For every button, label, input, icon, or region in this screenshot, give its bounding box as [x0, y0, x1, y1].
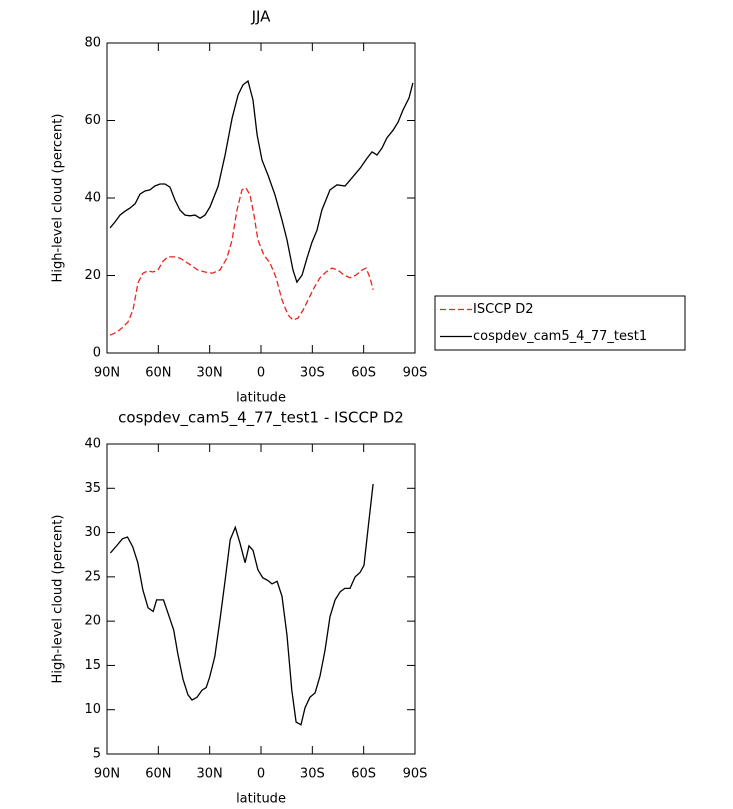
y-tick-label: 40 [84, 437, 101, 452]
plot-frame [106, 443, 416, 755]
y-tick-label: 35 [84, 481, 101, 496]
legend-box [434, 295, 686, 351]
chart-title: cospdev_cam5_4_77_test1 - ISCCP D2 [118, 409, 404, 428]
y-tick-label: 25 [84, 569, 101, 584]
x-tick-label: 60N [145, 767, 171, 782]
y-tick-label: 20 [84, 614, 101, 629]
x-tick-label: 30N [197, 366, 223, 381]
chart-title: JJA [251, 8, 272, 26]
x-tick-label: 0 [257, 767, 265, 782]
y-tick-label: 40 [84, 191, 101, 206]
legend-label: ISCCP D2 [473, 302, 534, 317]
x-tick-label: 90N [94, 366, 120, 381]
y-tick-label: 10 [84, 702, 101, 717]
plot-frame [106, 42, 416, 354]
x-tick-label: 90S [403, 767, 428, 782]
y-tick-label: 15 [84, 658, 101, 673]
y-axis-label: High-level cloud (percent) [51, 515, 66, 684]
y-tick-label: 20 [84, 268, 101, 283]
x-axis-label: latitude [236, 391, 286, 406]
x-tick-label: 60N [145, 366, 171, 381]
x-tick-label: 30S [300, 767, 325, 782]
x-tick-label: 90S [403, 366, 428, 381]
legend-label: cospdev_cam5_4_77_test1 [473, 329, 647, 344]
y-tick-label: 30 [84, 525, 101, 540]
y-tick-label: 80 [84, 36, 101, 51]
x-axis-label: latitude [236, 792, 286, 807]
x-tick-label: 90N [94, 767, 120, 782]
x-tick-label: 60S [351, 366, 376, 381]
x-tick-label: 60S [351, 767, 376, 782]
x-tick-label: 30N [197, 767, 223, 782]
data-line [109, 483, 374, 726]
x-tick-label: 30S [300, 366, 325, 381]
y-tick-label: 0 [93, 346, 101, 361]
y-tick-label: 60 [84, 113, 101, 128]
x-tick-label: 0 [257, 366, 265, 381]
y-tick-label: 5 [93, 747, 101, 762]
data-line [109, 187, 374, 336]
data-line [109, 79, 414, 284]
y-axis-label: High-level cloud (percent) [51, 114, 66, 283]
